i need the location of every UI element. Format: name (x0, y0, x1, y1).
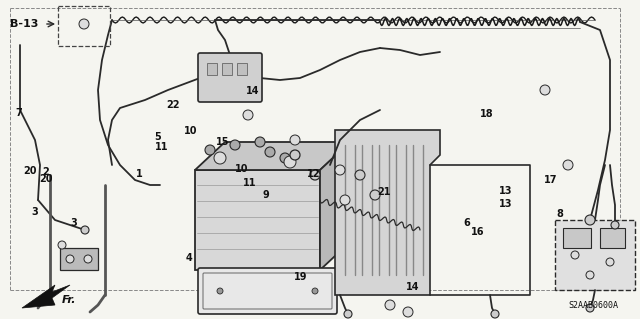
Text: 18: 18 (479, 109, 493, 119)
FancyBboxPatch shape (198, 53, 262, 102)
Circle shape (335, 165, 345, 175)
Bar (222, 63, 232, 75)
Circle shape (606, 258, 614, 266)
Circle shape (81, 226, 89, 234)
Text: 13: 13 (499, 186, 513, 197)
Text: 8: 8 (557, 209, 563, 219)
Text: 21: 21 (377, 187, 391, 197)
Circle shape (370, 190, 380, 200)
Text: 5: 5 (155, 132, 161, 142)
Circle shape (491, 310, 499, 318)
Bar (600, 228, 625, 248)
Circle shape (84, 255, 92, 263)
Text: 20: 20 (39, 174, 53, 184)
Circle shape (66, 255, 74, 263)
Bar (58, 6, 110, 46)
Circle shape (205, 145, 215, 155)
Text: 12: 12 (307, 169, 321, 179)
Text: 16: 16 (471, 227, 485, 237)
Circle shape (340, 195, 350, 205)
Circle shape (280, 153, 290, 163)
Text: 2: 2 (43, 167, 49, 177)
Text: S2AAB0600A: S2AAB0600A (568, 301, 618, 310)
Circle shape (290, 150, 300, 160)
Text: 9: 9 (262, 189, 269, 200)
Text: 6: 6 (464, 218, 470, 228)
Polygon shape (320, 142, 350, 270)
Bar (555, 220, 635, 290)
Text: 11: 11 (155, 142, 169, 152)
Circle shape (265, 147, 275, 157)
Circle shape (255, 137, 265, 147)
Circle shape (79, 19, 89, 29)
Circle shape (243, 110, 253, 120)
Circle shape (230, 140, 240, 150)
Text: 7: 7 (16, 108, 22, 118)
Bar (60, 248, 98, 270)
Text: 14: 14 (246, 86, 260, 96)
Polygon shape (335, 130, 440, 295)
Circle shape (563, 160, 573, 170)
Text: 10: 10 (234, 164, 248, 174)
Text: 15: 15 (216, 137, 230, 147)
Bar (195, 170, 320, 270)
Circle shape (611, 221, 619, 229)
Bar (237, 63, 247, 75)
Text: 4: 4 (186, 253, 192, 263)
Text: 3: 3 (70, 218, 77, 228)
Circle shape (403, 307, 413, 317)
Text: 1: 1 (136, 169, 143, 179)
Text: 17: 17 (543, 175, 557, 185)
FancyBboxPatch shape (198, 268, 337, 314)
Text: Fr.: Fr. (62, 295, 77, 305)
Text: 13: 13 (499, 199, 513, 209)
Circle shape (290, 135, 300, 145)
Text: 22: 22 (166, 100, 180, 110)
Circle shape (217, 288, 223, 294)
Circle shape (310, 170, 320, 180)
Text: B-13: B-13 (10, 19, 38, 29)
Circle shape (540, 85, 550, 95)
Circle shape (312, 288, 318, 294)
Text: 20: 20 (23, 166, 37, 176)
Circle shape (571, 251, 579, 259)
Text: 10: 10 (184, 126, 198, 136)
Circle shape (586, 304, 594, 312)
Polygon shape (22, 285, 70, 308)
Circle shape (284, 156, 296, 168)
Text: 14: 14 (406, 282, 420, 292)
Circle shape (214, 152, 226, 164)
Text: 3: 3 (32, 207, 38, 217)
Polygon shape (195, 142, 350, 170)
Circle shape (344, 310, 352, 318)
Circle shape (385, 300, 395, 310)
Circle shape (58, 241, 66, 249)
Circle shape (355, 170, 365, 180)
Text: 11: 11 (243, 178, 257, 189)
Text: 19: 19 (294, 272, 308, 282)
Bar (207, 63, 217, 75)
Circle shape (585, 215, 595, 225)
Bar (563, 228, 591, 248)
Circle shape (586, 271, 594, 279)
